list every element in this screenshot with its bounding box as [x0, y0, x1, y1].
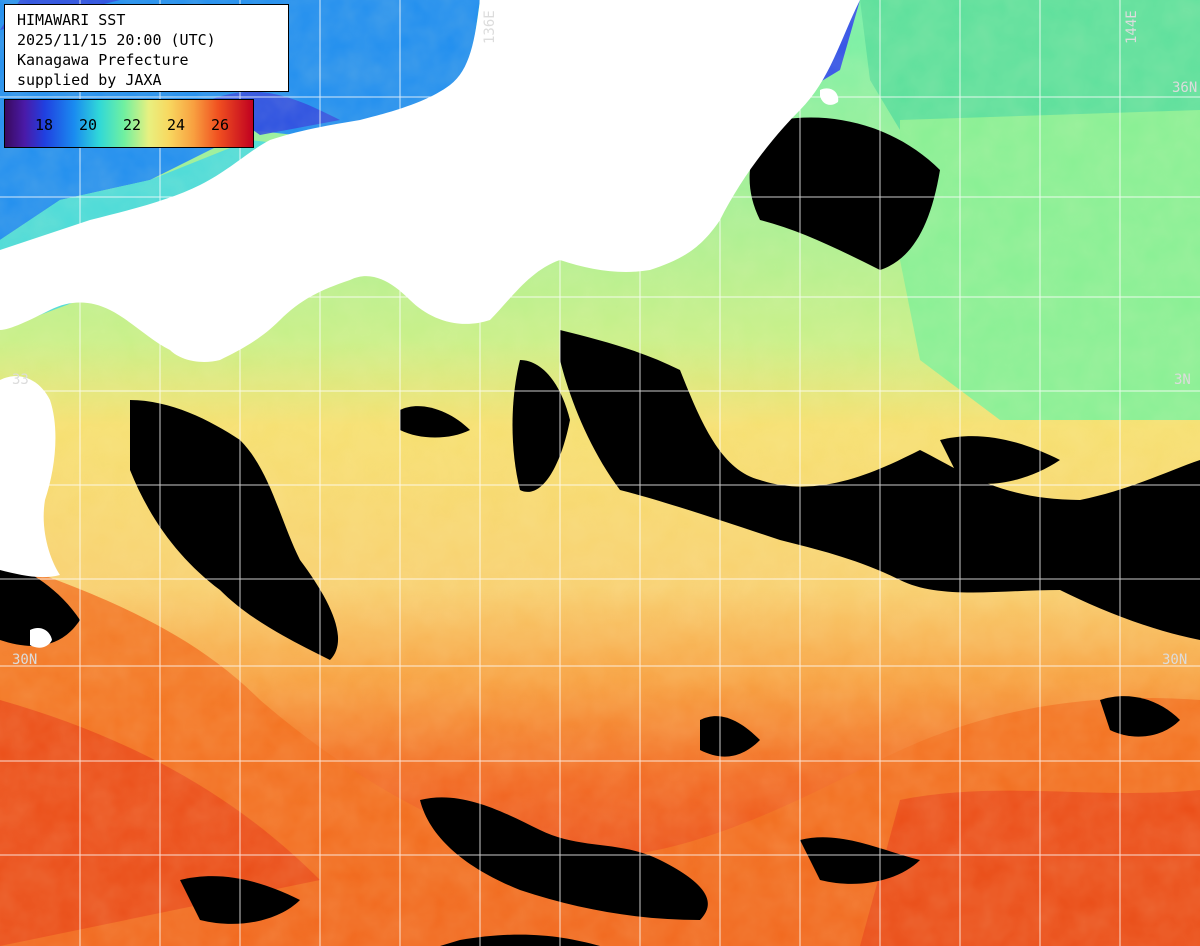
colorbar-tick: 20 — [79, 116, 98, 134]
lon-label-144e: 144E — [1124, 10, 1140, 44]
lon-label-136e: 136E — [482, 10, 498, 44]
timestamp: 2025/11/15 20:00 (UTC) — [17, 31, 216, 49]
colorbar-tick: 26 — [211, 116, 230, 134]
lat-label-33-right: 3N — [1174, 372, 1191, 388]
land-mass — [0, 0, 860, 648]
colorbar-tick: 22 — [123, 116, 142, 134]
region-label: Kanagawa Prefecture — [17, 51, 189, 69]
colorbar-tick: 24 — [167, 116, 186, 134]
temperature-colorbar: 18 20 22 24 26 — [4, 99, 254, 148]
lat-label-30n-right: 30N — [1162, 652, 1188, 668]
colorbar-tick: 18 — [35, 116, 54, 134]
header-panel: HIMAWARI SST 2025/11/15 20:00 (UTC) Kana… — [4, 4, 289, 92]
product-title: HIMAWARI SST — [17, 11, 126, 29]
lat-label-33-left: 33 — [12, 372, 29, 388]
credit-label: supplied by JAXA — [17, 71, 162, 89]
lat-label-30n-left: 30N — [12, 652, 38, 668]
lat-label-36n: 36N — [1172, 80, 1198, 96]
